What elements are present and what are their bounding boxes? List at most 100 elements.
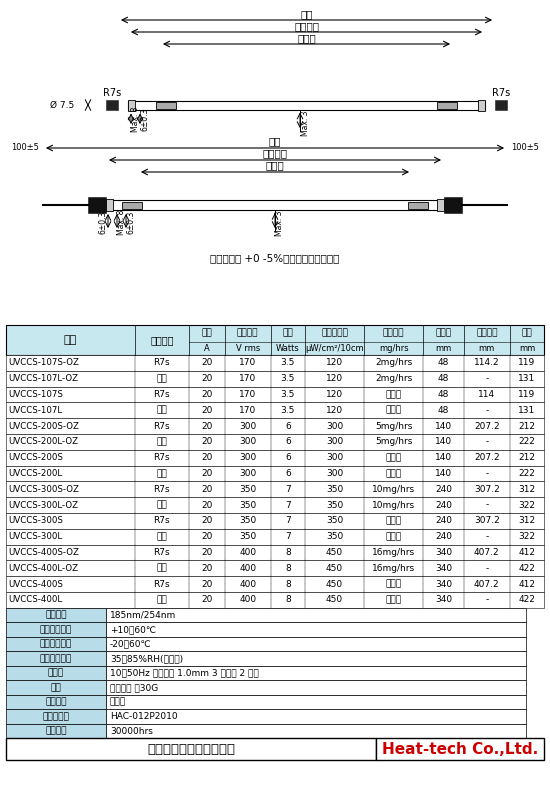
Text: -: - — [485, 406, 488, 415]
Text: UVCCS-300L: UVCCS-300L — [8, 532, 62, 541]
Text: mg/hrs: mg/hrs — [379, 344, 409, 352]
Text: 20: 20 — [201, 390, 212, 399]
Bar — [6, 739, 376, 760]
Text: 300: 300 — [239, 421, 256, 431]
Text: 無臭氧: 無臭氧 — [386, 532, 401, 541]
Text: 抗振性: 抗振性 — [48, 669, 64, 678]
Text: 發射波長: 發射波長 — [45, 610, 67, 619]
Text: 3.5: 3.5 — [280, 406, 295, 415]
Bar — [106, 100, 118, 110]
Bar — [6, 434, 544, 450]
Text: UVCCS-400S-OZ: UVCCS-400S-OZ — [8, 548, 79, 557]
Bar — [6, 694, 106, 710]
Text: 240: 240 — [435, 501, 452, 509]
Text: V rms: V rms — [235, 344, 260, 352]
Text: μW/cm²/10cm: μW/cm²/10cm — [305, 344, 364, 352]
Text: 無臭氧: 無臭氧 — [386, 469, 401, 478]
Text: 240: 240 — [435, 532, 452, 541]
Text: R7s: R7s — [153, 485, 170, 493]
Text: 407.2: 407.2 — [474, 548, 499, 557]
Text: 340: 340 — [435, 580, 452, 589]
Text: 20: 20 — [201, 469, 212, 478]
Text: 307.2: 307.2 — [474, 485, 499, 493]
Text: mm: mm — [435, 344, 452, 352]
Bar — [6, 355, 544, 371]
Text: 玻璃管長: 玻璃管長 — [294, 21, 320, 31]
Text: 電流: 電流 — [201, 328, 212, 337]
Text: 20: 20 — [201, 406, 212, 415]
Bar — [6, 402, 544, 418]
Text: UVCCS-400L-OZ: UVCCS-400L-OZ — [8, 564, 78, 573]
Text: 20: 20 — [201, 358, 212, 368]
Text: 307.2: 307.2 — [474, 517, 499, 525]
Text: Ø 7.5: Ø 7.5 — [50, 100, 74, 110]
Text: 300: 300 — [239, 437, 256, 446]
Text: 導線: 導線 — [157, 564, 167, 573]
Text: 35～85%RH(無凝露): 35～85%RH(無凝露) — [110, 654, 183, 663]
Text: UVCCS-200L-OZ: UVCCS-200L-OZ — [8, 437, 78, 446]
Text: 20: 20 — [201, 485, 212, 493]
Text: 20: 20 — [201, 532, 212, 541]
Text: 6: 6 — [285, 453, 291, 462]
Text: UVCCS-107S: UVCCS-107S — [8, 390, 63, 399]
Text: 電力: 電力 — [283, 328, 293, 337]
Text: UVCCS-200S: UVCCS-200S — [8, 453, 63, 462]
Bar — [6, 608, 106, 622]
Text: 20: 20 — [201, 548, 212, 557]
Text: 20: 20 — [201, 501, 212, 509]
Text: 119: 119 — [518, 390, 536, 399]
Bar — [88, 197, 106, 213]
Text: 導線: 導線 — [157, 532, 167, 541]
Text: 自然落下 約30G: 自然落下 約30G — [110, 683, 158, 692]
Bar — [106, 666, 526, 680]
Text: 型號: 型號 — [64, 335, 77, 345]
Text: 48: 48 — [438, 406, 449, 415]
Text: 212: 212 — [519, 453, 536, 462]
Bar — [106, 608, 526, 622]
Bar — [408, 202, 428, 208]
Bar — [128, 99, 135, 111]
Bar — [495, 100, 507, 110]
Text: -: - — [485, 532, 488, 541]
Text: 450: 450 — [326, 595, 343, 605]
Text: Max. 3: Max. 3 — [276, 210, 284, 235]
Text: UVCCS-300L-OZ: UVCCS-300L-OZ — [8, 501, 78, 509]
Text: 紫外線強度: 紫外線強度 — [321, 328, 348, 337]
Text: 8: 8 — [285, 564, 291, 573]
Text: 222: 222 — [519, 437, 535, 446]
Bar — [6, 418, 544, 434]
Text: 400: 400 — [239, 580, 256, 589]
Text: 170: 170 — [239, 374, 256, 383]
Text: R7s: R7s — [153, 390, 170, 399]
Text: 工作濕度範圍: 工作濕度範圍 — [40, 654, 72, 663]
Text: UVCCS-400S: UVCCS-400S — [8, 580, 63, 589]
Text: -: - — [485, 469, 488, 478]
Text: 16mg/hrs: 16mg/hrs — [372, 548, 415, 557]
Text: 240: 240 — [435, 485, 452, 493]
Text: 131: 131 — [518, 374, 536, 383]
Text: Heat-tech Co.,Ltd.: Heat-tech Co.,Ltd. — [382, 742, 538, 757]
Text: 5mg/hrs: 5mg/hrs — [375, 437, 412, 446]
Text: 10mg/hrs: 10mg/hrs — [372, 485, 415, 493]
Text: +10～60℃: +10～60℃ — [110, 625, 156, 634]
Bar — [6, 666, 106, 680]
Text: 300: 300 — [326, 469, 343, 478]
Text: 產品公差為 +0 -5%，因為它是玻璃產品: 產品公差為 +0 -5%，因為它是玻璃產品 — [210, 253, 340, 263]
Text: 412: 412 — [519, 548, 536, 557]
Text: 玻璃管長: 玻璃管長 — [262, 148, 288, 158]
Bar — [6, 497, 544, 513]
Bar — [106, 637, 526, 651]
Text: 6: 6 — [285, 469, 291, 478]
Text: 400: 400 — [239, 564, 256, 573]
Text: 222: 222 — [519, 469, 535, 478]
Bar — [106, 200, 444, 210]
Text: A: A — [204, 344, 210, 352]
Text: 7: 7 — [285, 517, 291, 525]
Text: 207.2: 207.2 — [474, 421, 499, 431]
Text: 20: 20 — [201, 421, 212, 431]
Text: 322: 322 — [519, 532, 536, 541]
Bar — [6, 387, 544, 402]
Text: 3.5: 3.5 — [280, 390, 295, 399]
Text: 322: 322 — [519, 501, 536, 509]
Text: Max. 8: Max. 8 — [131, 107, 140, 131]
